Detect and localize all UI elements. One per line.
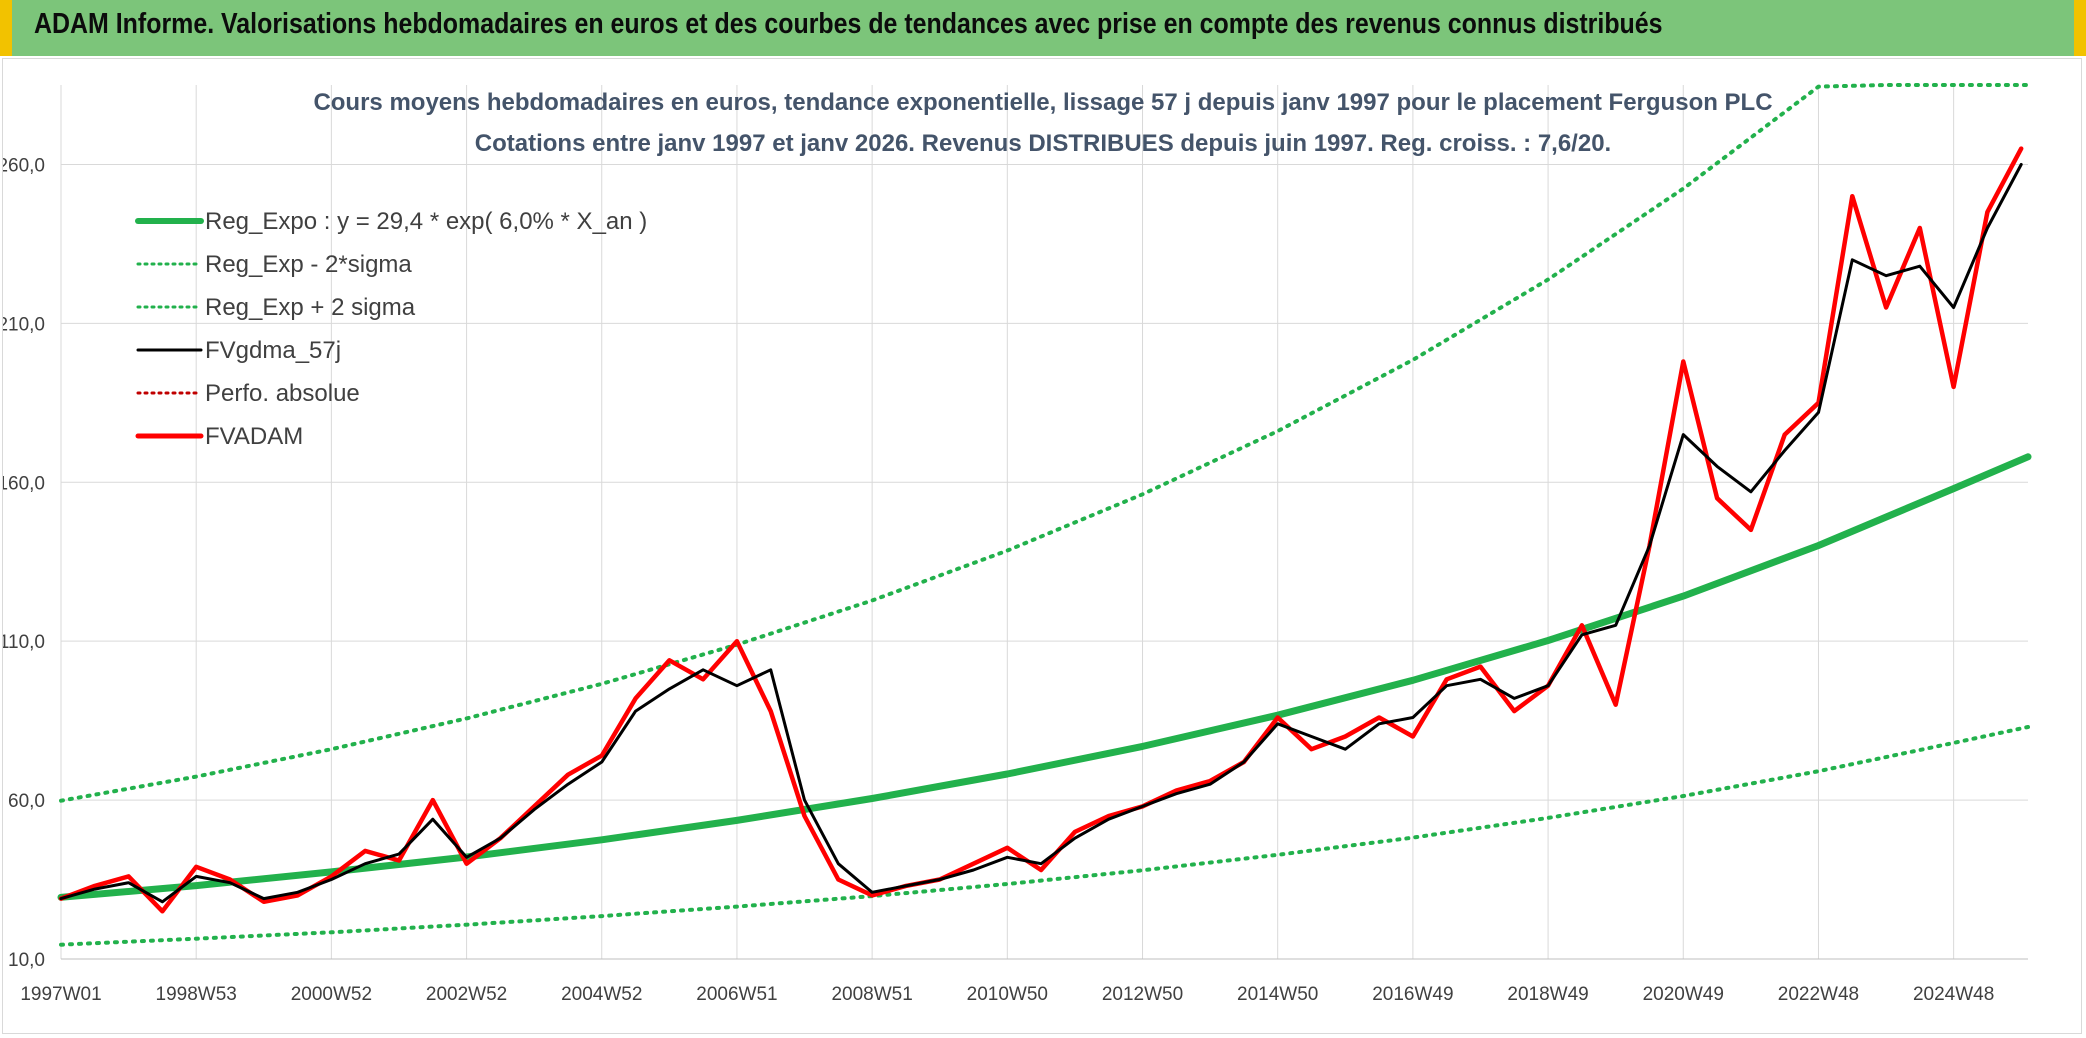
x-tick-label: 2010W50 [967,984,1048,1005]
x-tick-label: 1997W01 [20,984,101,1005]
legend-label: FVgdma_57j [205,337,341,364]
x-tick-label: 2018W49 [1507,984,1588,1005]
gridlines [60,85,2028,960]
legend-label: Reg_Expo : y = 29,4 * exp( 6,0% * X_an ) [205,208,647,235]
x-tick-label: 2024W48 [1913,984,1994,1005]
y-axis-labels: 10,0 60,0 110,0 160,0 210,0 260,0 [3,155,45,971]
chart-title: Cours moyens hebdomadaires en euros, ten… [313,89,1772,116]
y-tick-label: 60,0 [8,791,45,812]
legend-label: Perfo. absolue [205,380,360,407]
report-banner: ADAM Informe. Valorisations hebdomadaire… [0,0,2086,56]
reg-exp-minus-2sigma-line [59,725,2030,947]
series-lines [57,83,2032,947]
y-tick-label: 210,0 [3,314,45,335]
reg-expo-line [57,453,2032,901]
y-tick-label: 110,0 [3,632,45,653]
x-axis-labels: 1997W01 1998W53 2000W52 2002W52 2004W52 2006W… [20,984,1994,1005]
legend: Reg_Expo : y = 29,4 * exp( 6,0% * X_an )… [135,208,647,450]
x-tick-label: 2020W49 [1643,984,1724,1005]
reg-exp-plus-2sigma-line [59,83,2030,803]
chart-subtitle: Cotations entre janv 1997 et janv 2026. … [475,130,1611,157]
x-tick-label: 2004W52 [561,984,642,1005]
x-tick-label: 2000W52 [291,984,372,1005]
x-tick-label: 1998W53 [156,984,237,1005]
y-tick-label: 10,0 [8,950,45,971]
legend-label: FVADAM [205,423,303,450]
x-tick-label: 2002W52 [426,984,507,1005]
legend-label: Reg_Exp + 2 sigma [205,294,416,321]
x-tick-label: 2012W50 [1102,984,1183,1005]
x-tick-label: 2016W49 [1372,984,1453,1005]
x-tick-label: 2022W48 [1778,984,1859,1005]
fvgdma-57j-line [59,163,2023,904]
report-title: ADAM Informe. Valorisations hebdomadaire… [34,8,1663,40]
y-tick-label: 160,0 [3,473,45,494]
x-tick-label: 2014W50 [1237,984,1318,1005]
legend-label: Reg_Exp - 2*sigma [205,251,412,278]
x-tick-label: 2006W51 [696,984,777,1005]
chart-area: Cours moyens hebdomadaires en euros, ten… [2,58,2082,1034]
x-tick-label: 2008W51 [831,984,912,1005]
y-tick-label: 260,0 [3,155,45,176]
line-chart: Cours moyens hebdomadaires en euros, ten… [3,83,2032,1005]
